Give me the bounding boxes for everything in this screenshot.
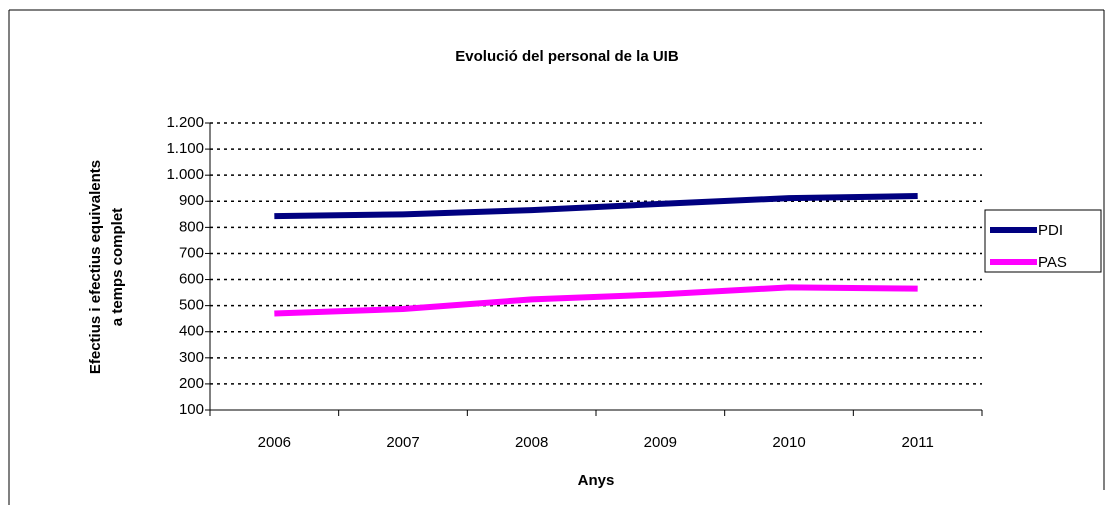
- y-tick-label: 300: [179, 349, 204, 366]
- x-tick-label: 2009: [644, 434, 677, 451]
- y-tick-label: 500: [179, 297, 204, 314]
- y-tick-label: 1.000: [166, 166, 204, 183]
- y-tick-label: 400: [179, 323, 204, 340]
- series-line: [274, 193, 918, 220]
- x-tick-label: 2008: [515, 434, 548, 451]
- series-line: [274, 284, 918, 317]
- y-tick-label: 100: [179, 401, 204, 418]
- y-axis-label: a temps complet: [109, 208, 126, 326]
- y-tick-label: 1.100: [166, 140, 204, 157]
- x-tick-label: 2007: [386, 434, 419, 451]
- x-tick-label: 2006: [258, 434, 291, 451]
- chart-title: Evolució del personal de la UIB: [455, 48, 679, 65]
- x-tick-label: 2011: [902, 434, 934, 451]
- y-tick-label: 200: [179, 375, 204, 392]
- y-axis-label: Efectius i efectius equivalents: [87, 160, 104, 374]
- x-tick-label: 2010: [772, 434, 805, 451]
- legend-label: PDI: [1038, 222, 1063, 239]
- legend-label: PAS: [1038, 254, 1067, 271]
- y-tick-label: 1.200: [166, 114, 204, 131]
- y-tick-label: 800: [179, 218, 204, 235]
- x-axis-label: Anys: [578, 472, 615, 489]
- y-tick-label: 900: [179, 192, 204, 209]
- y-tick-label: 700: [179, 244, 204, 261]
- y-tick-label: 600: [179, 271, 204, 288]
